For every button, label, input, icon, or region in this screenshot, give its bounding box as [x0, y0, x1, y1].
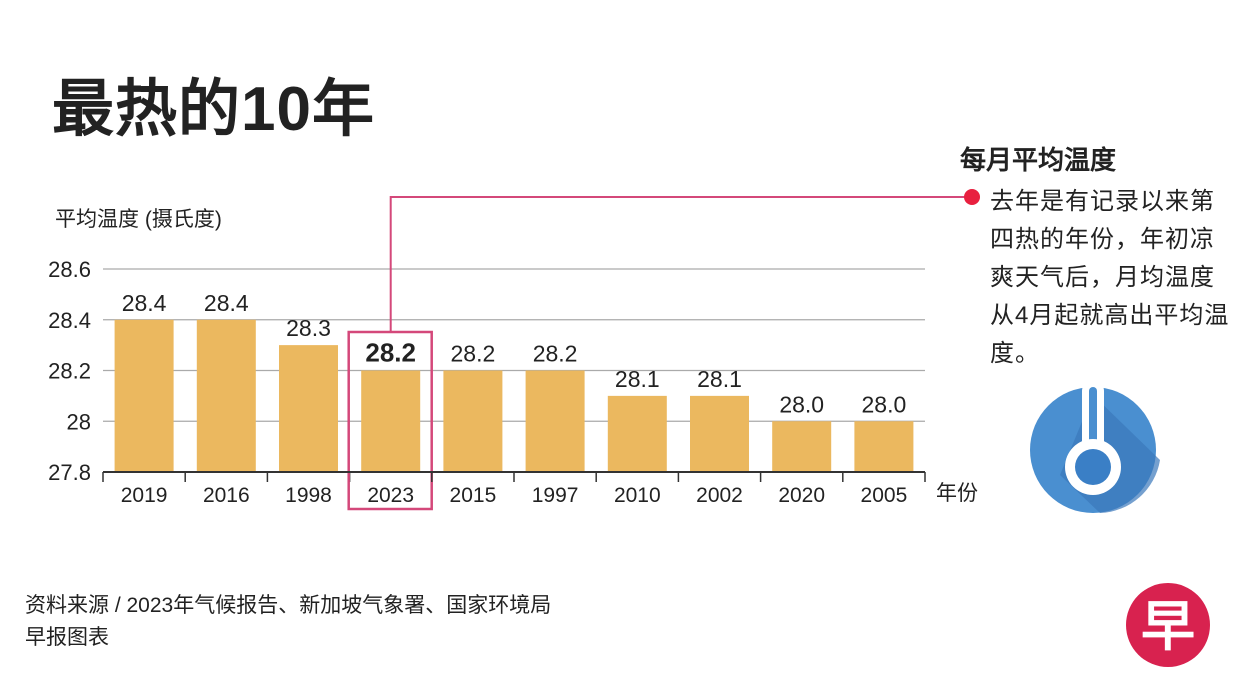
x-axis-label: 年份 [936, 482, 978, 505]
callout-dot [964, 189, 980, 205]
bar [607, 395, 667, 472]
y-tick-label: 28 [67, 409, 91, 434]
data-label: 28.2 [533, 341, 578, 367]
x-tick-label: 2015 [450, 484, 497, 507]
bar [443, 370, 503, 472]
y-axis-label: 平均温度 (摄氏度) [55, 208, 222, 231]
callout-line [389, 196, 970, 332]
source-line: 资料来源 / 2023年气候报告、新加坡气象署、国家环境局 [25, 594, 552, 617]
bar [361, 370, 421, 472]
bar [114, 319, 174, 472]
bar [525, 370, 585, 472]
data-label: 28.4 [204, 290, 249, 316]
data-label: 28.1 [697, 366, 742, 392]
source-note: 资料来源 / 2023年气候报告、新加坡气象署、国家环境局 早报图表 [25, 590, 551, 654]
chart-title: 最热的10年 [52, 75, 375, 144]
side-panel-text: 去年是有记录以来第四热的年份，年初凉爽天气后，月均温度从4月起就高出平均温度。 [990, 188, 1230, 367]
x-tick-label: 1998 [285, 484, 332, 507]
y-tick-label: 27.8 [48, 460, 91, 485]
x-tick-label: 2020 [778, 484, 825, 507]
y-tick-label: 28.4 [48, 308, 91, 333]
x-tick-label: 2019 [121, 484, 168, 507]
data-label: 28.2 [451, 341, 496, 367]
data-label: 28.4 [122, 290, 167, 316]
y-tick-label: 28.2 [48, 359, 91, 384]
bar [690, 395, 749, 472]
x-tick-label: 2002 [696, 484, 743, 507]
x-tick-label: 2005 [861, 484, 908, 507]
data-label: 28.0 [862, 391, 907, 417]
bar [854, 421, 914, 472]
data-label: 28.0 [779, 391, 824, 417]
bar [196, 319, 256, 472]
y-tick-label: 28.6 [48, 257, 91, 282]
bar [772, 421, 832, 472]
bar [279, 345, 338, 472]
x-tick-label: 2016 [203, 484, 250, 507]
side-panel-heading: 每月平均温度 [960, 145, 1117, 175]
x-tick-label: 2023 [367, 484, 414, 507]
x-tick-label: 1997 [532, 484, 579, 507]
x-tick-label: 2010 [614, 484, 661, 507]
data-label: 28.2 [365, 338, 416, 368]
credit-line: 早报图表 [25, 626, 109, 649]
data-label: 28.3 [286, 315, 331, 341]
data-label: 28.1 [615, 366, 660, 392]
